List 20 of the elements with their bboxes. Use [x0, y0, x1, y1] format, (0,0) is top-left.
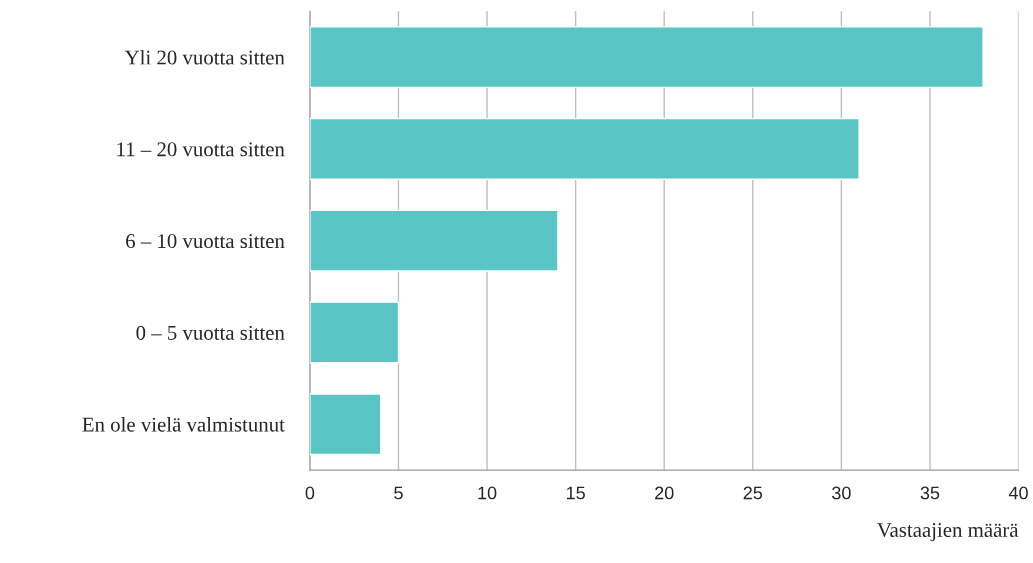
x-tick-label: 30: [832, 486, 851, 500]
y-tick-label: 11 – 20 vuotta sitten: [117, 142, 285, 157]
x-tick-label: 25: [743, 486, 763, 500]
y-tick-label: 6 – 10 vuotta sitten: [126, 234, 285, 249]
x-tick-label: 40: [1008, 486, 1028, 500]
bar: [309, 301, 400, 364]
bar: [309, 393, 382, 456]
x-tick-label: 0: [305, 486, 315, 500]
y-tick-label: Yli 20 vuotta sitten: [124, 49, 285, 65]
x-tick-label: 20: [655, 486, 674, 500]
bar: [309, 117, 860, 180]
x-tick-label: 35: [920, 486, 940, 500]
x-tick-label: 15: [566, 486, 585, 500]
y-tick-label: En ole vielä valmistunut: [82, 416, 285, 432]
x-tick-label: 5: [394, 486, 403, 500]
y-tick-label: 0 – 5 vuotta sitten: [136, 325, 285, 340]
x-tick-label: 10: [478, 486, 497, 500]
bar: [309, 209, 559, 272]
x-axis-title: Vastaajien määrä: [877, 523, 1019, 542]
bar: [309, 26, 984, 89]
